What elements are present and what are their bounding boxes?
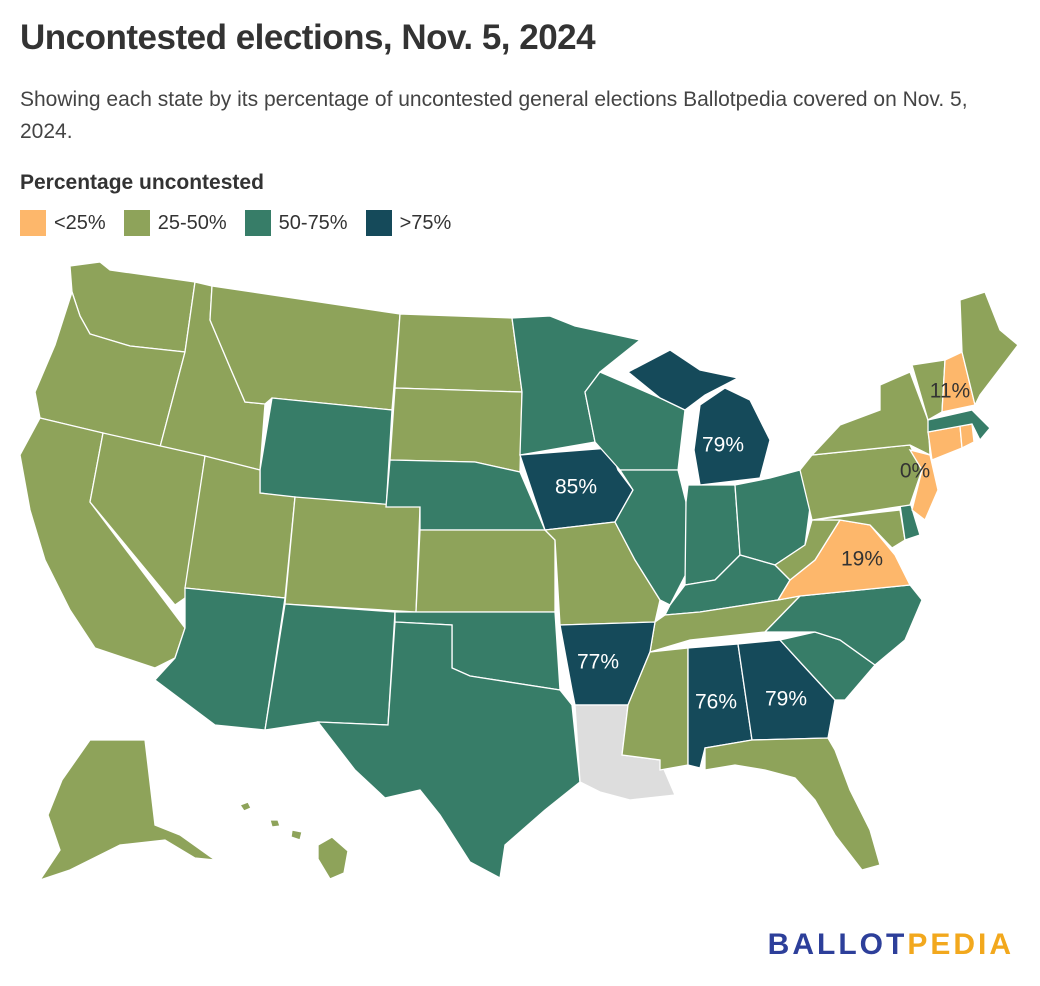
- state-ny[interactable]: [810, 371, 931, 457]
- legend-item-under-25: <25%: [20, 210, 106, 236]
- map-labels: 11% 0% 19% 85% 79% 77% 76% 79%: [555, 380, 970, 714]
- ballotpedia-logo: BALLOTPEDIA: [768, 928, 1014, 962]
- logo-part-ballot: BALLOT: [767, 928, 908, 961]
- state-ma[interactable]: [927, 409, 991, 442]
- legend-label-50-75: 50-75%: [278, 211, 348, 234]
- state-nv[interactable]: [89, 432, 206, 606]
- state-hi[interactable]: [239, 801, 349, 880]
- legend-swatch-under-25: [20, 210, 46, 236]
- legend-label-25-50: 25-50%: [157, 211, 227, 234]
- state-ks[interactable]: [415, 529, 556, 613]
- label-nj: 0%: [900, 460, 930, 483]
- chart-subtitle: Showing each state by its percentage of …: [20, 88, 968, 143]
- state-nd[interactable]: [394, 313, 523, 393]
- legend-title: Percentage uncontested: [20, 171, 264, 194]
- label-ar: 77%: [577, 651, 619, 674]
- label-al: 76%: [695, 691, 737, 714]
- state-nm[interactable]: [264, 603, 396, 731]
- us-map: 11% 0% 19% 85% 79% 77% 76% 79%: [19, 261, 1019, 882]
- states-layer: [19, 261, 1019, 882]
- legend-label-under-25: <25%: [54, 211, 106, 234]
- label-ga: 79%: [765, 688, 807, 711]
- label-nh: 11%: [930, 380, 970, 403]
- state-ak[interactable]: [38, 739, 218, 882]
- legend-item-25-50: 25-50%: [123, 210, 227, 236]
- chart-title: Uncontested elections, Nov. 5, 2024: [20, 18, 596, 57]
- legend-swatch-over-75: [365, 210, 392, 236]
- legend-swatch-50-75: [244, 210, 271, 236]
- legend-swatch-25-50: [123, 210, 150, 236]
- state-il[interactable]: [614, 469, 689, 606]
- legend-item-50-75: 50-75%: [244, 210, 348, 236]
- state-co[interactable]: [284, 496, 421, 613]
- logo-part-pedia: PEDIA: [907, 928, 1014, 961]
- state-wy[interactable]: [259, 397, 393, 511]
- state-sd[interactable]: [389, 387, 523, 473]
- legend-item-over-75: >75%: [365, 210, 452, 236]
- state-mi[interactable]: [626, 349, 771, 486]
- label-ia: 85%: [555, 476, 597, 499]
- state-ri[interactable]: [959, 423, 975, 450]
- state-me[interactable]: [959, 291, 1019, 407]
- state-md[interactable]: [811, 509, 906, 549]
- legend: <25% 25-50% 50-75% >75%: [20, 210, 451, 236]
- label-va: 19%: [841, 548, 883, 571]
- label-mi: 79%: [702, 434, 744, 457]
- state-tx[interactable]: [316, 621, 581, 880]
- state-fl[interactable]: [704, 737, 881, 871]
- legend-label-over-75: >75%: [399, 211, 452, 234]
- state-az[interactable]: [154, 587, 286, 731]
